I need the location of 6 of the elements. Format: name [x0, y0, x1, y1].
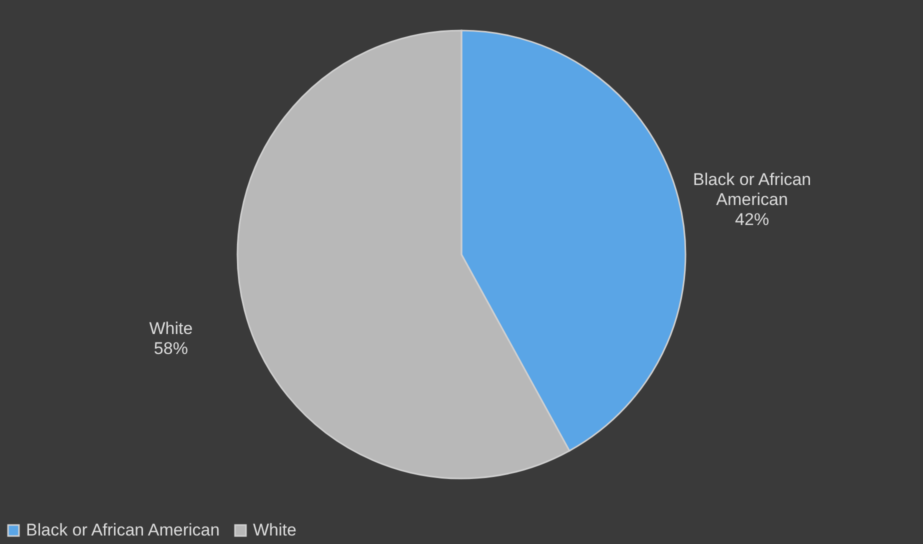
data-label: 42% [735, 210, 770, 229]
legend-label: White [253, 520, 296, 540]
slice-label: White [149, 319, 193, 338]
data-label: 58% [154, 339, 188, 358]
slice-label: Black or African American [693, 170, 812, 209]
legend-label: Black or African American [26, 520, 220, 540]
